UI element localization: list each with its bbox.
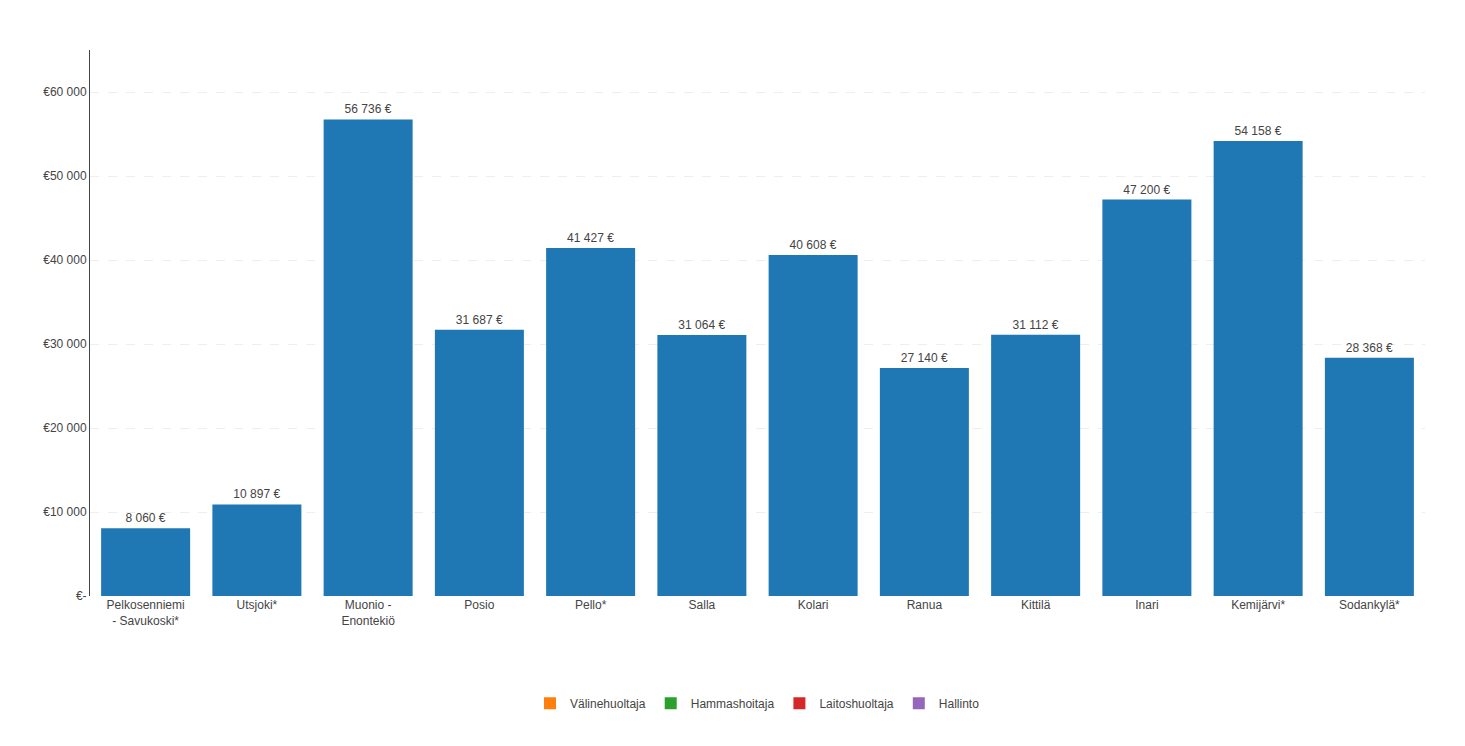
svg-text:Inari: Inari — [1135, 598, 1158, 612]
svg-text:Sodankylä*: Sodankylä* — [1339, 598, 1400, 612]
svg-text:€50 000: €50 000 — [43, 169, 87, 183]
svg-text:Laitoshuoltaja: Laitoshuoltaja — [819, 697, 893, 711]
svg-text:Hammashoitaja: Hammashoitaja — [691, 697, 775, 711]
svg-text:40 608 €: 40 608 € — [790, 238, 837, 252]
svg-text:Salla: Salla — [689, 598, 716, 612]
svg-text:10 897 €: 10 897 € — [233, 487, 280, 501]
svg-text:31 687 €: 31 687 € — [456, 313, 503, 327]
svg-text:8 060 €: 8 060 € — [125, 511, 165, 525]
svg-text:Utsjoki*: Utsjoki* — [237, 598, 278, 612]
svg-text:Hallinto: Hallinto — [939, 697, 979, 711]
svg-text:Pelkosenniemi- Savukoski*: Pelkosenniemi- Savukoski* — [107, 598, 185, 628]
svg-text:€-: €- — [76, 589, 87, 603]
svg-text:€10 000: €10 000 — [43, 505, 87, 519]
svg-text:54 158 €: 54 158 € — [1235, 124, 1282, 138]
svg-text:31 112 €: 31 112 € — [1013, 318, 1059, 332]
svg-text:47 200 €: 47 200 € — [1123, 183, 1170, 197]
svg-text:€60 000: €60 000 — [43, 85, 87, 99]
svg-text:28 368 €: 28 368 € — [1346, 341, 1393, 355]
svg-text:Kolari: Kolari — [798, 598, 829, 612]
svg-text:Posio: Posio — [464, 598, 494, 612]
svg-text:Pello*: Pello* — [575, 598, 607, 612]
svg-text:27 140 €: 27 140 € — [901, 351, 948, 365]
svg-text:Muonio -Enontekiö: Muonio -Enontekiö — [341, 598, 395, 628]
svg-text:56 736 €: 56 736 € — [345, 102, 392, 116]
svg-text:41 427 €: 41 427 € — [567, 231, 614, 245]
svg-text:31 064 €: 31 064 € — [678, 318, 725, 332]
svg-text:€20 000: €20 000 — [43, 421, 87, 435]
svg-text:Kittilä: Kittilä — [1021, 598, 1051, 612]
svg-text:Kemijärvi*: Kemijärvi* — [1231, 598, 1285, 612]
svg-text:€30 000: €30 000 — [43, 337, 87, 351]
svg-text:Välinehuoltaja: Välinehuoltaja — [570, 697, 646, 711]
svg-text:€40 000: €40 000 — [43, 253, 87, 267]
svg-text:Ranua: Ranua — [907, 598, 943, 612]
